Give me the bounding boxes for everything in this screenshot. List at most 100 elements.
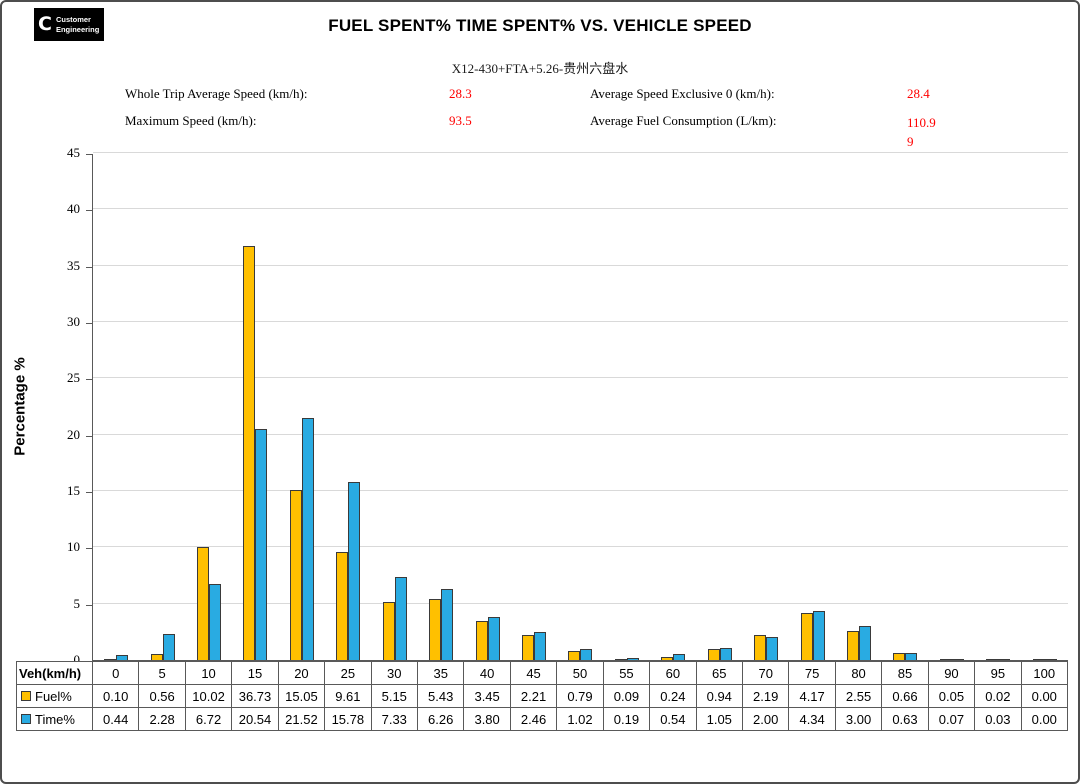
time-value-0: 0.44 (93, 708, 140, 731)
time-value-25: 15.78 (325, 708, 372, 731)
bar-group-50 (557, 154, 603, 660)
bar-fuel-60 (661, 657, 674, 660)
bar-fuel-80 (846, 631, 859, 660)
bar-time-35 (441, 589, 454, 660)
legend-time: Time% (17, 708, 93, 731)
bar-group-90 (929, 154, 975, 660)
time-value-75: 4.34 (789, 708, 836, 731)
time-value-70: 2.00 (742, 708, 790, 731)
time-value-10: 6.72 (185, 708, 233, 731)
bar-time-25 (348, 482, 361, 660)
stat-value-whole-trip-avg-speed: 28.3 (449, 86, 472, 101)
y-tick-label-45: 45 (67, 145, 80, 160)
fuel-value-15: 36.73 (232, 685, 279, 708)
chart-subtitle: X12-430+FTA+5.26-贵州六盘水 (451, 61, 629, 76)
bar-time-80 (858, 626, 871, 660)
category-label-10: 10 (185, 662, 233, 685)
bar-fuel-95 (986, 659, 999, 660)
category-label-15: 15 (232, 662, 279, 685)
legend-label-fuel: Fuel% (35, 688, 72, 704)
y-tick-label-35: 35 (67, 257, 80, 273)
fuel-value-20: 15.05 (278, 685, 326, 708)
y-tick-label-40: 40 (67, 201, 80, 217)
y-tick-mark-15 (86, 492, 92, 493)
bar-time-90 (951, 659, 964, 660)
bar-group-70 (743, 154, 789, 660)
bar-group-100 (1021, 154, 1067, 660)
bar-group-75 (789, 154, 835, 660)
bar-time-60 (673, 653, 686, 660)
bar-group-60 (650, 154, 696, 660)
stat-value-maximum-speed: 93.5 (449, 113, 472, 128)
legend-swatch-fuel (21, 691, 31, 701)
category-label-45: 45 (510, 662, 558, 685)
y-tick-mark-40 (86, 210, 92, 212)
time-value-90: 0.07 (928, 708, 976, 731)
y-tick-label-30: 30 (67, 314, 80, 329)
category-label-100: 100 (1021, 662, 1068, 685)
gridline-40 (93, 208, 1068, 210)
bar-fuel-50 (568, 651, 581, 660)
category-label-35: 35 (417, 662, 465, 685)
gridline-25 (93, 377, 1068, 379)
legend-fuel: Fuel% (17, 685, 93, 708)
time-value-40: 3.80 (464, 708, 511, 731)
bar-time-70 (766, 637, 779, 660)
bar-time-65 (719, 648, 732, 660)
category-label-40: 40 (464, 662, 511, 685)
bar-time-50 (580, 648, 593, 660)
bar-group-5 (139, 154, 185, 660)
chart-title: FUEL SPENT% TIME SPENT% VS. VEHICLE SPEE… (328, 16, 752, 35)
time-value-55: 0.19 (603, 708, 651, 731)
y-tick-label-25: 25 (67, 370, 80, 386)
y-tick-mark-5 (86, 604, 92, 606)
bar-fuel-75 (800, 613, 813, 660)
category-label-85: 85 (882, 662, 929, 685)
time-value-60: 0.54 (650, 708, 697, 731)
logo-line2: Engineering (55, 24, 100, 34)
y-tick-mark-10 (86, 548, 92, 550)
bar-fuel-5 (150, 653, 163, 660)
bar-fuel-15 (243, 246, 256, 660)
bar-group-10 (186, 154, 232, 660)
fuel-value-25: 9.61 (325, 685, 372, 708)
y-tick-mark-30 (86, 323, 92, 324)
gridline-20 (93, 433, 1068, 435)
bar-fuel-100 (1032, 659, 1045, 660)
fuel-value-95: 0.02 (975, 685, 1022, 708)
time-value-30: 7.33 (371, 708, 418, 731)
fuel-value-85: 0.66 (882, 685, 929, 708)
bar-time-20 (301, 417, 314, 660)
legend-swatch-time (21, 714, 31, 724)
bar-group-95 (975, 154, 1021, 660)
category-label-20: 20 (278, 662, 326, 685)
y-tick-mark-25 (86, 379, 92, 381)
bar-group-20 (279, 154, 325, 660)
category-label-75: 75 (789, 662, 836, 685)
y-tick-mark-20 (86, 435, 92, 437)
fuel-value-60: 0.24 (650, 685, 697, 708)
bar-fuel-65 (707, 649, 720, 660)
gridline-10 (93, 546, 1068, 548)
bar-time-95 (998, 659, 1011, 660)
y-tick-label-10: 10 (67, 539, 80, 555)
fuel-value-0: 0.10 (93, 685, 140, 708)
bar-fuel-55 (614, 659, 627, 660)
bar-time-45 (534, 632, 546, 660)
fuel-value-70: 2.19 (742, 685, 790, 708)
bar-group-55 (604, 154, 650, 660)
y-axis-title: Percentage % (11, 357, 29, 456)
bar-time-55 (626, 657, 639, 660)
y-tick-label-15: 15 (67, 483, 80, 498)
logo-text: Customer Engineering (56, 15, 99, 34)
bar-time-100 (1044, 659, 1057, 660)
bar-group-15 (232, 154, 278, 660)
bar-fuel-90 (939, 659, 952, 660)
bar-fuel-35 (429, 598, 442, 660)
time-value-100: 0.00 (1021, 708, 1068, 731)
time-value-65: 1.05 (696, 708, 743, 731)
bar-group-80 (836, 154, 882, 660)
time-value-80: 3.00 (835, 708, 883, 731)
bar-time-15 (255, 428, 268, 660)
